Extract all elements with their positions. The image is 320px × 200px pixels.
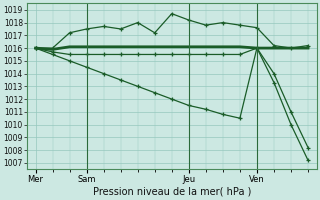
X-axis label: Pression niveau de la mer( hPa ): Pression niveau de la mer( hPa ) <box>92 187 251 197</box>
